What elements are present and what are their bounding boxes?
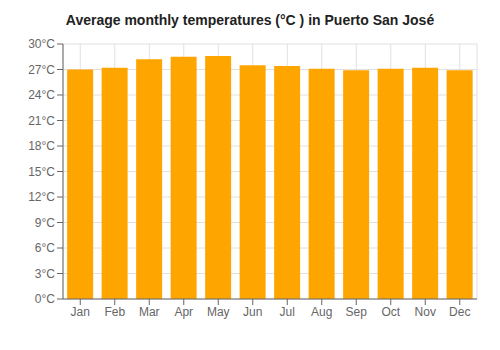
svg-text:Nov: Nov	[415, 305, 436, 319]
svg-text:12°C: 12°C	[28, 190, 55, 204]
svg-text:Mar: Mar	[139, 305, 160, 319]
svg-text:Jun: Jun	[243, 305, 262, 319]
svg-text:0°C: 0°C	[35, 292, 55, 306]
html-text:Average monthly temperatures (: Average monthly temperatures (°C ) in Pu…	[65, 12, 435, 28]
svg-text:9°C: 9°C	[35, 216, 55, 230]
svg-text:6°C: 6°C	[35, 241, 55, 255]
svg-text:Sep: Sep	[346, 305, 368, 319]
svg-text:Oct: Oct	[381, 305, 400, 319]
svg-text:18°C: 18°C	[28, 139, 55, 153]
svg-text:27°C: 27°C	[28, 63, 55, 77]
svg-text:30°C: 30°C	[28, 37, 55, 51]
svg-text:Feb: Feb	[104, 305, 125, 319]
svg-text:3°C: 3°C	[35, 267, 55, 281]
svg-text:21°C: 21°C	[28, 114, 55, 128]
svg-text:Jan: Jan	[71, 305, 90, 319]
svg-text:May: May	[207, 305, 230, 319]
svg-text:15°C: 15°C	[28, 165, 55, 179]
svg-text:Dec: Dec	[449, 305, 470, 319]
svg-text:24°C: 24°C	[28, 88, 55, 102]
svg-text:Jul: Jul	[280, 305, 295, 319]
svg-text:Aug: Aug	[311, 305, 332, 319]
svg-text:Apr: Apr	[174, 305, 193, 319]
